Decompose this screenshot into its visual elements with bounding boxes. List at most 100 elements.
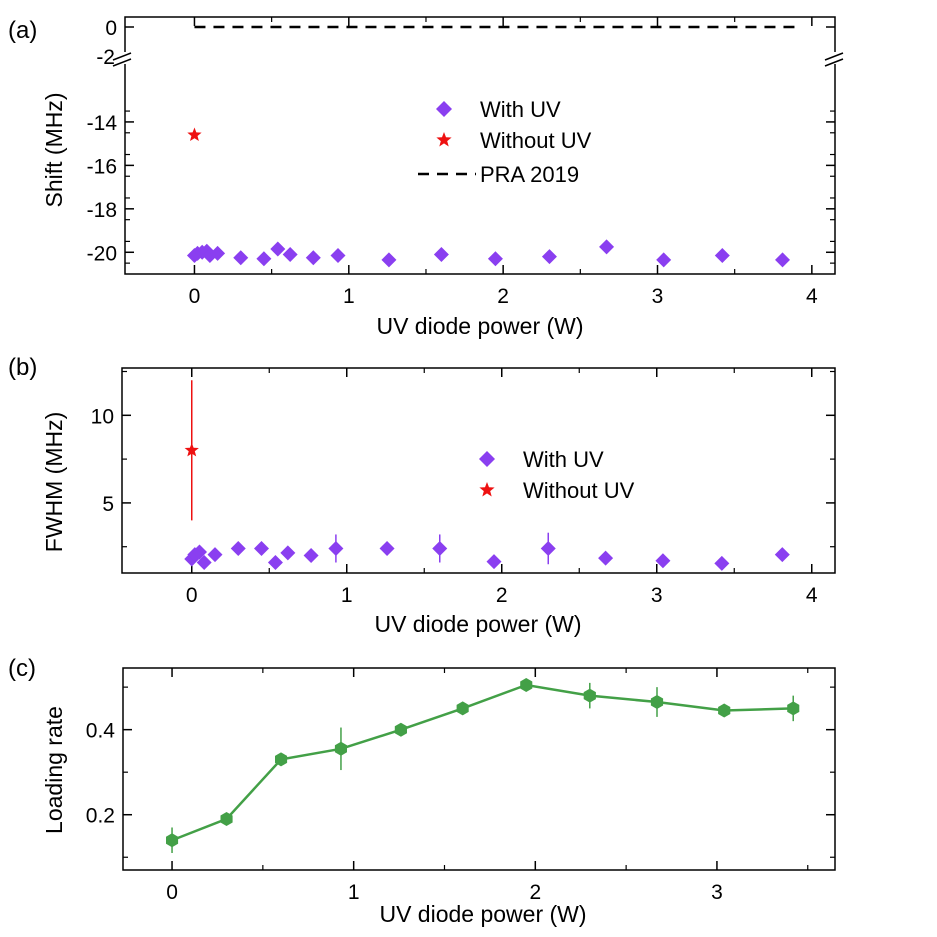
panel-b-x-ticks: 0 1 2 3 4 <box>186 368 818 607</box>
with-uv-point <box>305 250 321 266</box>
axis-break-left <box>112 52 133 67</box>
without-uv-point <box>187 127 202 141</box>
with-uv-point <box>280 545 296 561</box>
with-uv-point <box>254 540 269 556</box>
panel-b-y-ticks: 5 10 <box>91 370 835 548</box>
with-uv-point <box>433 246 449 262</box>
x-tick-label: 1 <box>341 584 353 607</box>
legend-with-uv-diamond-icon <box>436 101 452 117</box>
y-break-tick-label: -2 <box>96 46 115 69</box>
panel-a-plot-area <box>186 25 797 268</box>
y-tick-label: -18 <box>87 199 117 222</box>
y-tick-label: 5 <box>102 493 114 516</box>
with-uv-point <box>655 553 671 569</box>
with-uv-point <box>379 540 395 556</box>
with-uv-point <box>267 554 283 570</box>
with-uv-point <box>714 555 730 571</box>
legend-with-uv-label: With UV <box>523 447 604 472</box>
with-uv-point <box>487 251 503 267</box>
legend-without-uv-star-icon <box>479 482 495 497</box>
with-uv-point <box>207 547 223 563</box>
with-uv-point <box>270 241 286 257</box>
x-tick-label: 2 <box>529 881 541 904</box>
with-uv-point <box>541 249 557 265</box>
without-uv-point <box>184 442 199 457</box>
y-tick-label: 0.4 <box>86 720 116 743</box>
legend-without-uv-label: Without UV <box>523 478 635 503</box>
with-uv-point <box>598 550 614 566</box>
panel-a-y-ticks: -20 -18 -16 -14 0 -2 <box>87 17 835 265</box>
y-tick-label: 0.2 <box>86 805 115 828</box>
with-uv-point <box>230 540 246 556</box>
panel-b: (b) 0 1 2 3 4 5 10 UV diode power (W) FWHM (M… <box>8 354 836 637</box>
y-tick-label: -14 <box>87 112 118 135</box>
x-tick-label: 3 <box>711 881 723 904</box>
with-uv-point <box>256 251 272 267</box>
x-tick-label: 1 <box>343 285 355 308</box>
panel-a-y-axis-label: Shift (MHz) <box>41 93 67 208</box>
x-tick-label: 2 <box>496 584 508 607</box>
y-tick-label: 10 <box>91 405 114 428</box>
panel-c-label: (c) <box>8 655 36 682</box>
with-uv-point <box>714 248 730 264</box>
panel-a: (a) 0 1 2 3 4 -20 -18 -16 -14 0 -2 UV diode power… <box>8 16 844 339</box>
loading-rate-point <box>583 688 596 703</box>
with-uv-point <box>192 544 207 560</box>
panel-c-x-axis-label: UV diode power (W) <box>379 901 586 927</box>
x-tick-label: 0 <box>189 285 201 308</box>
with-uv-point <box>540 540 556 556</box>
panel-b-label: (b) <box>8 354 37 381</box>
x-tick-label: 2 <box>497 285 509 308</box>
with-uv-point <box>656 252 672 268</box>
panel-c-y-ticks: 0.2 0.4 <box>86 686 835 858</box>
legend-with-uv-diamond-icon <box>479 451 495 467</box>
loading-rate-point <box>718 703 731 718</box>
panel-c-x-ticks: 0 1 2 3 <box>166 668 809 904</box>
panel-b-frame <box>121 367 836 574</box>
x-tick-label: 0 <box>166 881 178 904</box>
legend-without-uv-label: Without UV <box>480 128 592 153</box>
x-tick-label: 4 <box>806 584 818 607</box>
with-uv-point <box>196 554 212 570</box>
y-tick-label: -16 <box>87 155 117 178</box>
loading-rate-line <box>171 683 794 842</box>
x-tick-label: 3 <box>651 584 663 607</box>
x-tick-label: 1 <box>348 881 360 904</box>
panel-c-frame <box>122 667 836 871</box>
loading-rate-point <box>787 701 800 716</box>
axis-break-right <box>824 52 844 67</box>
with-uv-point <box>432 540 448 556</box>
loading-rate-point <box>334 741 347 756</box>
panel-a-x-axis-label: UV diode power (W) <box>376 313 583 339</box>
loading-rate-point <box>220 812 233 826</box>
with-uv-point <box>774 547 790 563</box>
y-tick-label: 0 <box>105 17 117 40</box>
panel-c: (c) 0 1 2 3 0.2 0.4 UV diode power (W) Loadi… <box>8 655 836 927</box>
loading-rate-point <box>394 722 407 737</box>
panel-a-frame <box>124 16 836 275</box>
with-uv-point <box>282 246 298 262</box>
with-uv-point <box>486 554 502 570</box>
legend-with-uv-label: With UV <box>480 97 561 122</box>
panel-b-plot-area <box>184 380 790 571</box>
panel-a-x-ticks: 0 1 2 3 4 <box>189 17 818 308</box>
panel-a-label: (a) <box>8 17 37 44</box>
loading-rate-point <box>520 678 533 692</box>
panel-c-plot-area <box>166 678 800 853</box>
with-uv-point <box>233 250 249 266</box>
loading-rate-point <box>456 701 469 716</box>
panel-b-y-axis-label: FWHM (MHz) <box>41 412 67 553</box>
x-tick-label: 3 <box>652 285 664 308</box>
with-uv-point <box>330 248 346 264</box>
with-uv-point <box>303 547 319 563</box>
panel-a-legend: With UV Without UV PRA 2019 <box>418 97 592 187</box>
with-uv-point <box>381 252 397 268</box>
panel-c-y-axis-label: Loading rate <box>41 706 67 834</box>
with-uv-point <box>599 239 615 255</box>
panel-b-legend: With UV Without UV <box>479 447 635 503</box>
with-uv-point <box>328 540 344 556</box>
with-uv-point <box>775 252 791 268</box>
panel-b-x-axis-label: UV diode power (W) <box>374 611 581 637</box>
x-tick-label: 0 <box>186 584 198 607</box>
